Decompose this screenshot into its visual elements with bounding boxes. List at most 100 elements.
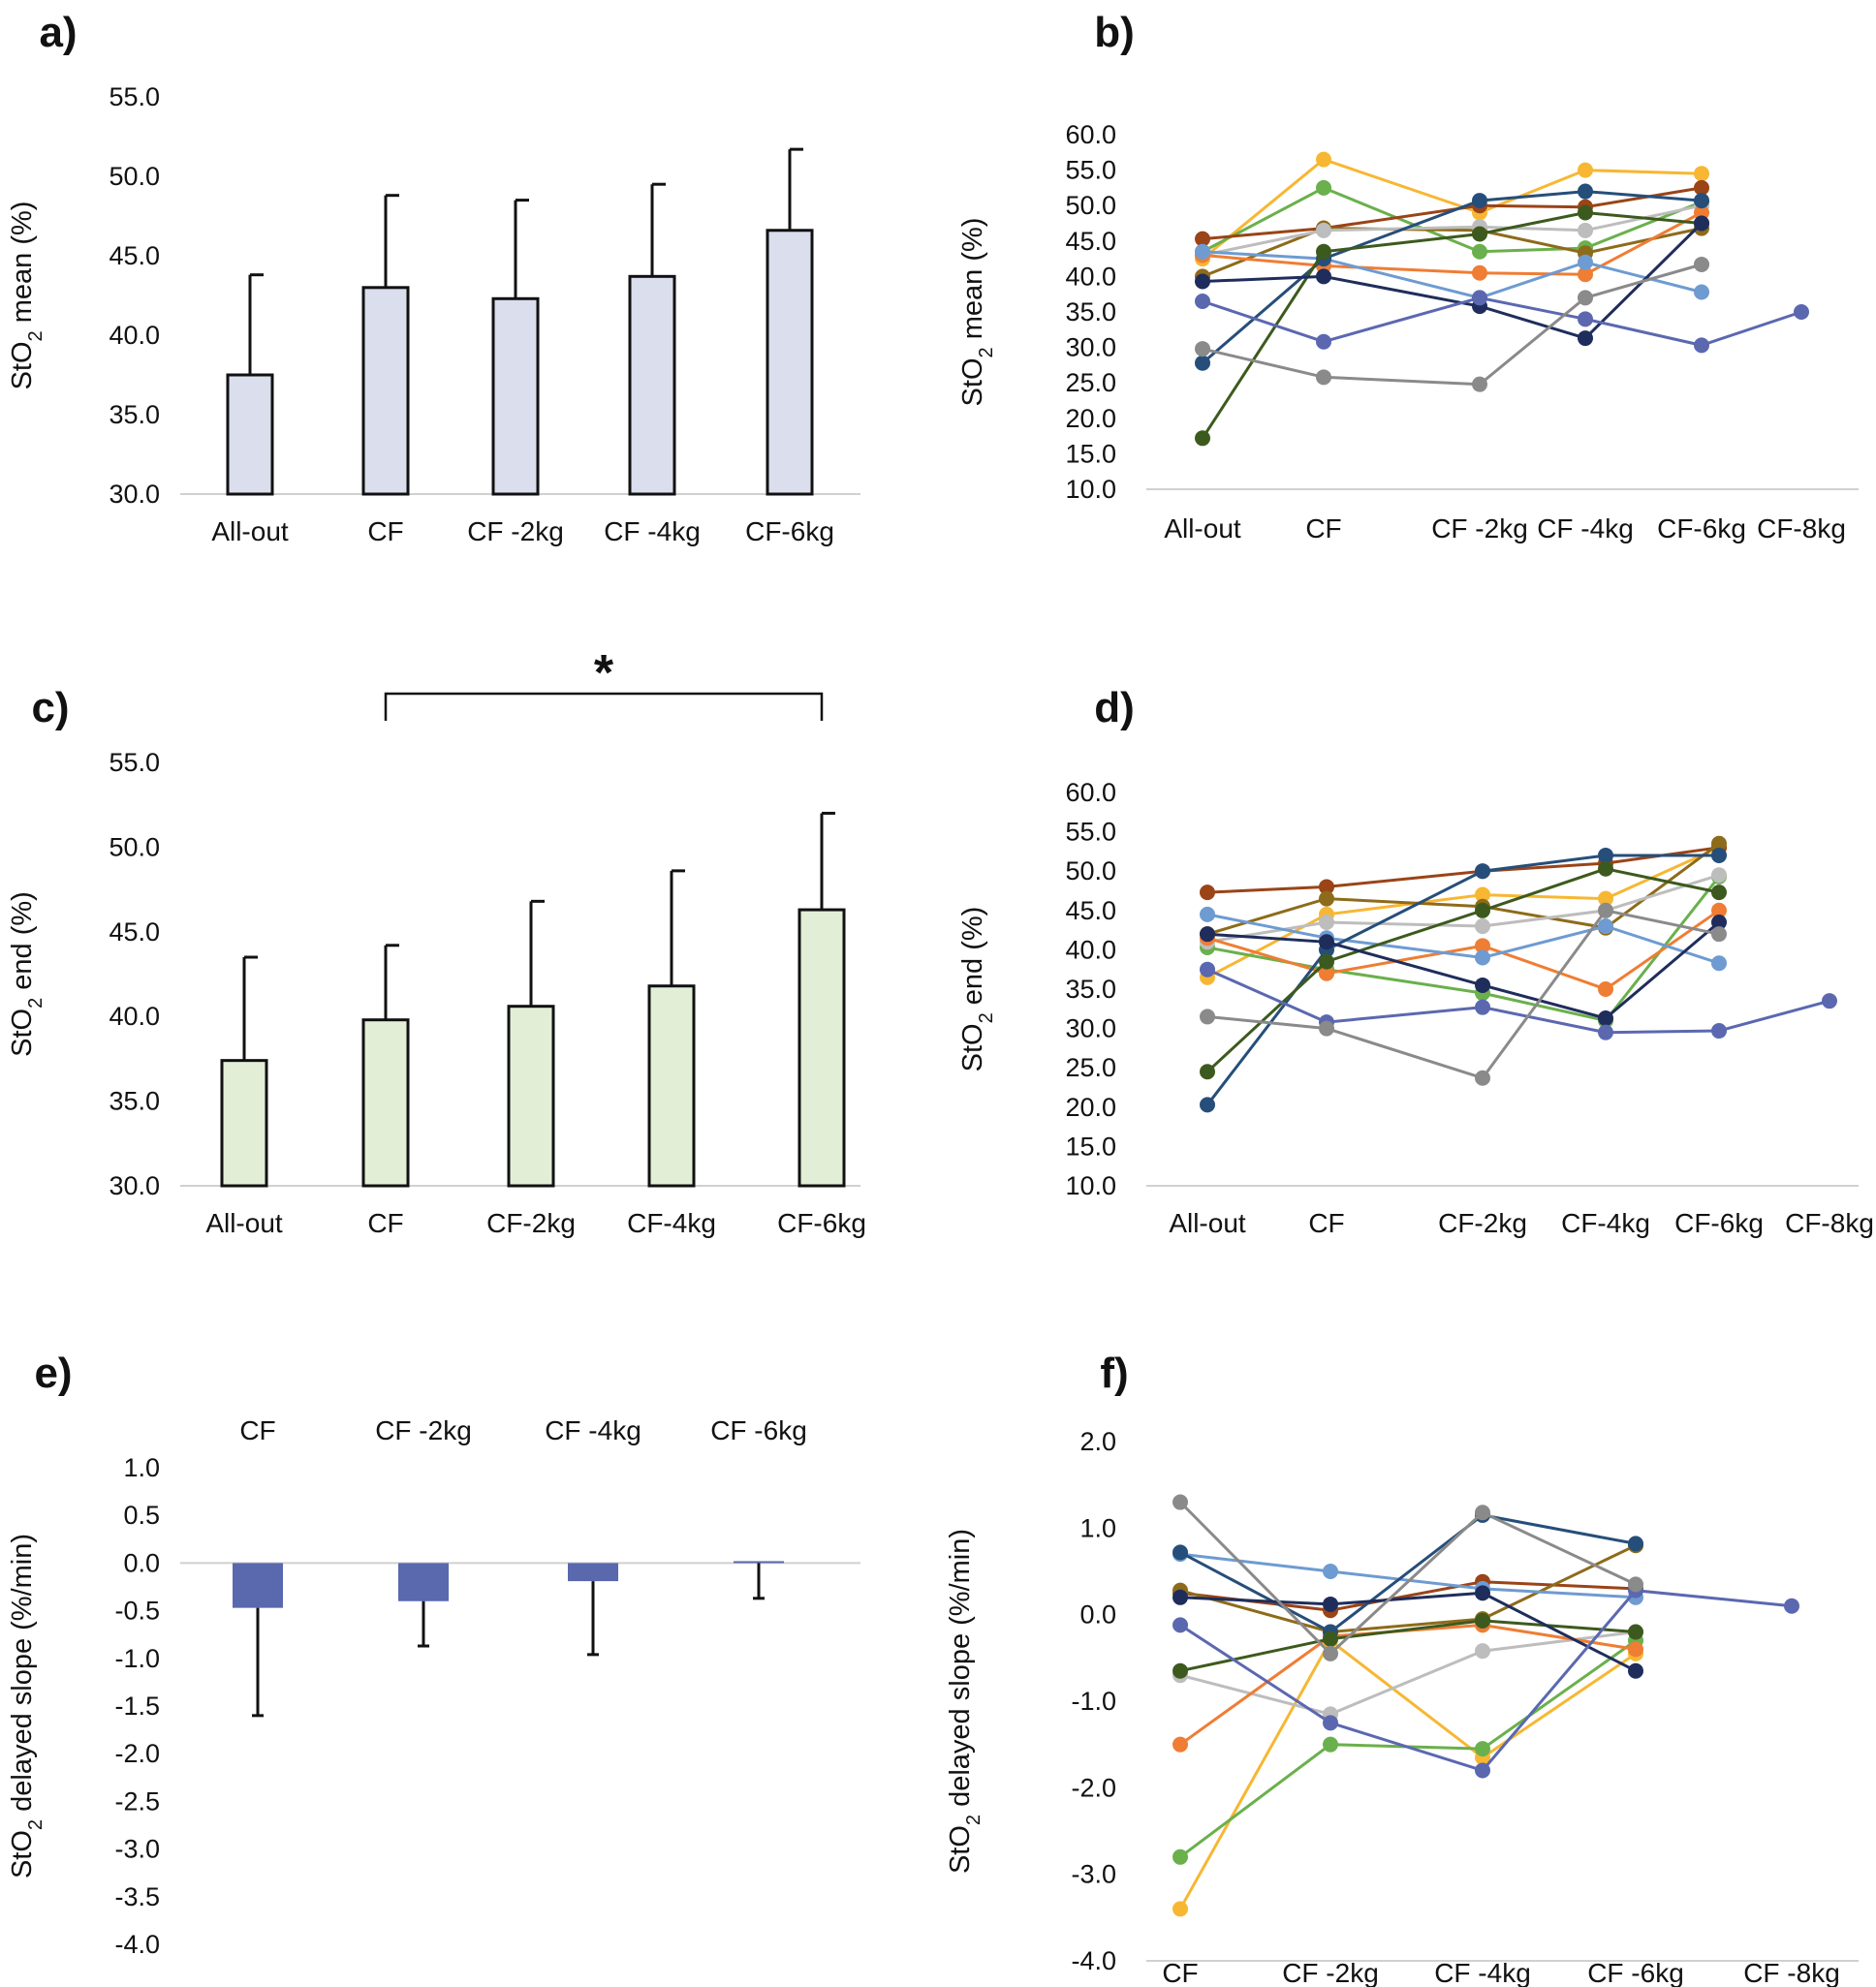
y-tick-label: 40.0 [1065,262,1116,291]
bar [491,296,540,496]
x-category-label: CF -4kg [1537,513,1634,543]
data-point [1598,918,1613,935]
data-point [1475,1585,1490,1601]
series-S7 [1200,906,1727,972]
data-point [1475,999,1490,1015]
y-axis-label: StO2 end (%) [7,891,47,1057]
data-point [1319,890,1334,907]
x-category-label: All-out [1169,1208,1246,1238]
x-category-label: CF [239,1415,275,1445]
y-tick-label: -1.0 [1071,1687,1116,1716]
data-point [1711,914,1727,930]
chart-panel-f: f) -4.0 -3.0 -2.0 -1.0 0.0 1.0 2.0 StO2 delayed … [945,1350,1859,1987]
y-tick-label: 45.0 [1065,896,1116,925]
series-line [1206,873,1720,944]
y-tick-label: 10.0 [1065,475,1116,504]
data-point [1794,304,1809,320]
data-point [1711,885,1727,901]
y-tick-label: 45.0 [1065,227,1116,256]
bar [361,286,410,496]
x-category-label: All-out [1164,513,1241,543]
y-axis-label-main: StO [957,357,988,406]
data-point [1316,179,1331,196]
panel-label-e: e) [34,1350,72,1397]
data-point [1711,1023,1727,1040]
data-point [1694,256,1709,272]
data-point [1323,1715,1338,1731]
x-category-label: CF-6kg [745,516,834,546]
panel-label-b: b) [1094,9,1135,56]
data-point [1694,337,1709,354]
chart-panel-b: b) 10.0 15.0 20.0 25.0 30.0 35.0 40.0 45.0 50.0 55… [957,9,1859,543]
series-S8 [1172,1506,1643,1640]
data-point [1628,1662,1643,1679]
panel-label-d: d) [1094,684,1135,731]
series-line [1179,1623,1637,1746]
y-tick-label: 0.0 [123,1548,160,1577]
y-axis-label-subscript: 2 [25,1819,47,1830]
data-point [1578,162,1593,178]
data-point [1319,1020,1334,1037]
data-point [1316,369,1331,386]
series-S3 [1200,839,1727,901]
data-point [1195,430,1210,447]
y-tick-label: 30.0 [109,480,160,509]
x-category-label: CF -6kg [1587,1958,1684,1987]
data-point [1475,902,1490,918]
bar [226,373,274,496]
y-tick-label: 30.0 [109,1171,160,1200]
x-category-label: CF -2kg [375,1415,472,1445]
x-category-label: All-out [205,1208,283,1238]
chart-panel-a: a) 30.0 35.0 40.0 45.0 50.0 55.0 StO2 mean (%) A… [7,9,860,546]
data-point [1323,1596,1338,1612]
x-category-label: CF [367,1208,403,1238]
y-axis-label: StO2 end (%) [957,907,997,1072]
data-point [1475,977,1490,993]
y-tick-label: 60.0 [1065,778,1116,807]
data-point [1195,294,1210,310]
y-tick-label: -4.0 [114,1930,160,1959]
bar [797,908,846,1188]
data-point [1711,955,1727,972]
panel-label-f: f) [1100,1350,1128,1397]
y-axis-label-rest: delayed slope (%/min) [7,1534,38,1819]
data-point [1578,222,1593,238]
data-point [1172,1617,1188,1633]
bar [647,984,696,1188]
data-point [1578,266,1593,283]
data-point [1200,1097,1215,1113]
data-point [1578,311,1593,327]
series-line [1179,1513,1637,1634]
data-point [1578,330,1593,347]
y-axis-label-subscript: 2 [25,998,47,1009]
data-point [1323,1630,1338,1647]
data-point [1472,193,1487,209]
y-tick-label: 45.0 [109,917,160,947]
y-axis-label-main: StO [7,1009,38,1057]
y-tick-label: 15.0 [1065,1132,1116,1161]
y-tick-label: -2.5 [114,1786,160,1816]
x-category-label: CF -2kg [1431,513,1528,543]
x-category-label: CF-6kg [777,1208,866,1238]
x-category-label: CF -4kg [1434,1958,1531,1987]
series-line [1206,968,1830,1035]
y-tick-label: 40.0 [1065,935,1116,964]
y-tick-label: 0.0 [1079,1600,1116,1630]
data-point [1200,885,1215,901]
bar [220,1059,268,1188]
data-point [1628,1641,1643,1658]
y-tick-label: 50.0 [1065,191,1116,220]
bar [233,1563,283,1608]
bar [361,1018,410,1188]
data-point [1598,1024,1613,1040]
x-category-label: CF -6kg [710,1415,807,1445]
y-tick-label: 45.0 [109,241,160,270]
data-point [1628,1536,1643,1552]
chart-panel-e: e) -4.0 -3.5 -3.0 -2.5 -2.0 -1.5 -1.0 -0.5 0.0 0.5… [7,1350,860,1959]
x-category-label: CF [1305,513,1341,543]
data-point [1711,835,1727,852]
y-axis-label-subscript: 2 [976,347,997,357]
series-line [1178,1638,1637,1910]
data-point [1475,1741,1490,1757]
x-category-label: CF -2kg [467,516,564,546]
